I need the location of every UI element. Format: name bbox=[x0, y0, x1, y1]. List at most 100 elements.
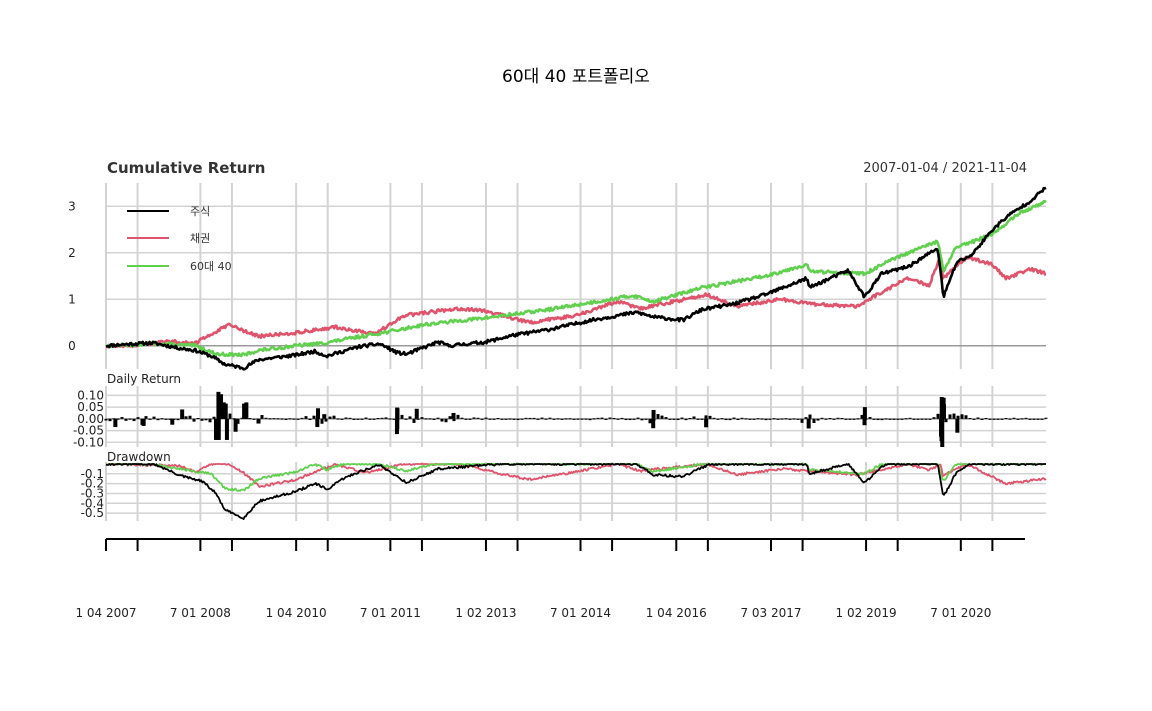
daily-return-bar bbox=[816, 418, 820, 421]
daily-return-bar bbox=[132, 418, 136, 422]
daily-return-spike-1 bbox=[141, 418, 146, 426]
x-tick-label-7: 7 03 2017 bbox=[740, 606, 801, 620]
daily-return-bar bbox=[208, 418, 212, 423]
daily-return-bar bbox=[932, 417, 936, 419]
daily-return-bar bbox=[468, 418, 472, 420]
daily-return-bar bbox=[844, 418, 848, 420]
daily-return-bar bbox=[204, 418, 208, 421]
daily-return-spike-15 bbox=[315, 418, 320, 428]
daily-return-bar bbox=[508, 418, 512, 420]
daily-return-bar bbox=[592, 418, 596, 420]
daily-return-bar bbox=[768, 418, 772, 420]
daily-return-bar bbox=[444, 418, 448, 423]
daily-return-spike-5 bbox=[216, 391, 221, 419]
daily-return-bar bbox=[944, 418, 948, 423]
daily-return-bar bbox=[120, 417, 124, 419]
daily-return-bar bbox=[872, 418, 876, 420]
daily-return-bar bbox=[472, 417, 476, 419]
daily-return-bar bbox=[668, 418, 672, 420]
cumulative-line-0 bbox=[105, 186, 1047, 371]
y-tick-label-p0-2: 2 bbox=[68, 246, 76, 260]
daily-return-bar bbox=[852, 418, 856, 420]
daily-return-bar bbox=[512, 418, 516, 420]
daily-return-bar bbox=[352, 418, 356, 420]
daily-return-bar bbox=[260, 415, 264, 419]
daily-return-spike-36 bbox=[955, 418, 960, 433]
daily-return-bar bbox=[860, 414, 864, 419]
daily-return-bar bbox=[912, 418, 916, 420]
daily-return-bar bbox=[884, 418, 888, 420]
daily-return-bar bbox=[424, 418, 428, 420]
daily-return-bar bbox=[300, 417, 304, 419]
daily-return-spike-28 bbox=[862, 418, 867, 426]
daily-return-spike-29 bbox=[862, 407, 867, 419]
daily-return-bar bbox=[284, 418, 288, 420]
cumulative-line-1 bbox=[105, 254, 1047, 349]
daily-return-bar bbox=[128, 418, 132, 420]
daily-return-bar bbox=[892, 418, 896, 420]
daily-return-bar bbox=[448, 416, 452, 419]
y-tick-label-p1-0: 0.10 bbox=[77, 388, 104, 402]
daily-return-bar bbox=[368, 418, 372, 420]
drawdown-title: Drawdown bbox=[107, 450, 171, 464]
daily-return-bar bbox=[676, 418, 680, 421]
daily-return-bar bbox=[520, 418, 524, 420]
daily-return-bar bbox=[500, 418, 504, 420]
daily-return-bar bbox=[644, 418, 648, 420]
daily-return-bar bbox=[788, 418, 792, 420]
daily-return-bar bbox=[968, 418, 972, 420]
daily-return-bar bbox=[624, 418, 628, 421]
daily-return-bar bbox=[916, 418, 920, 420]
daily-return-bar bbox=[696, 418, 700, 420]
daily-return-bar bbox=[728, 418, 732, 421]
daily-return-bar bbox=[808, 414, 812, 419]
daily-return-bar bbox=[272, 418, 276, 420]
daily-return-spike-22 bbox=[414, 408, 419, 419]
daily-return-bar bbox=[796, 418, 800, 420]
y-tick-label-p2-2: -0.3 bbox=[81, 486, 104, 500]
daily-return-bar bbox=[660, 415, 664, 419]
daily-return-bar bbox=[336, 418, 340, 420]
daily-return-bar bbox=[928, 418, 932, 420]
daily-return-spike-23 bbox=[451, 412, 456, 419]
daily-return-bar bbox=[496, 417, 500, 419]
daily-return-bar bbox=[160, 418, 164, 420]
daily-return-bar bbox=[572, 418, 576, 420]
daily-return-bar bbox=[948, 414, 952, 419]
daily-return-bar bbox=[824, 418, 828, 420]
daily-return-bar bbox=[700, 418, 704, 420]
daily-return-bar bbox=[320, 418, 324, 424]
daily-return-bar bbox=[1008, 418, 1012, 420]
daily-return-bar bbox=[640, 418, 644, 421]
daily-return-bar bbox=[672, 418, 676, 420]
daily-return-bar bbox=[264, 417, 268, 419]
daily-return-bar bbox=[664, 417, 668, 419]
daily-return-bar bbox=[328, 416, 332, 419]
daily-return-bar bbox=[404, 418, 408, 420]
daily-return-bar bbox=[1012, 417, 1016, 419]
daily-return-bar bbox=[712, 417, 716, 419]
daily-return-bar bbox=[332, 415, 336, 419]
daily-return-bar bbox=[280, 418, 284, 420]
daily-return-bar bbox=[684, 418, 688, 421]
daily-return-bar bbox=[456, 414, 460, 419]
x-tick-label-0: 1 04 2007 bbox=[75, 606, 136, 620]
daily-return-bar bbox=[464, 418, 468, 420]
daily-return-bar bbox=[1032, 418, 1036, 420]
y-tick-label-p1-4: -0.10 bbox=[73, 435, 104, 449]
daily-return-bar bbox=[176, 418, 180, 421]
daily-return-spike-12 bbox=[242, 403, 247, 419]
daily-return-spike-6 bbox=[216, 418, 221, 440]
daily-return-bar bbox=[1020, 418, 1024, 420]
daily-return-bar bbox=[232, 418, 236, 420]
daily-return-bar bbox=[292, 418, 296, 420]
y-tick-label-p2-0: -0.1 bbox=[81, 467, 104, 481]
daily-return-bar bbox=[152, 416, 156, 419]
daily-return-bar bbox=[956, 415, 960, 419]
daily-return-bar bbox=[848, 418, 852, 420]
x-tick-label-9: 7 01 2020 bbox=[930, 606, 991, 620]
daily-return-bar bbox=[856, 418, 860, 420]
daily-return-bar bbox=[996, 418, 1000, 420]
chart-title: 60대 40 포트폴리오 bbox=[502, 67, 650, 87]
